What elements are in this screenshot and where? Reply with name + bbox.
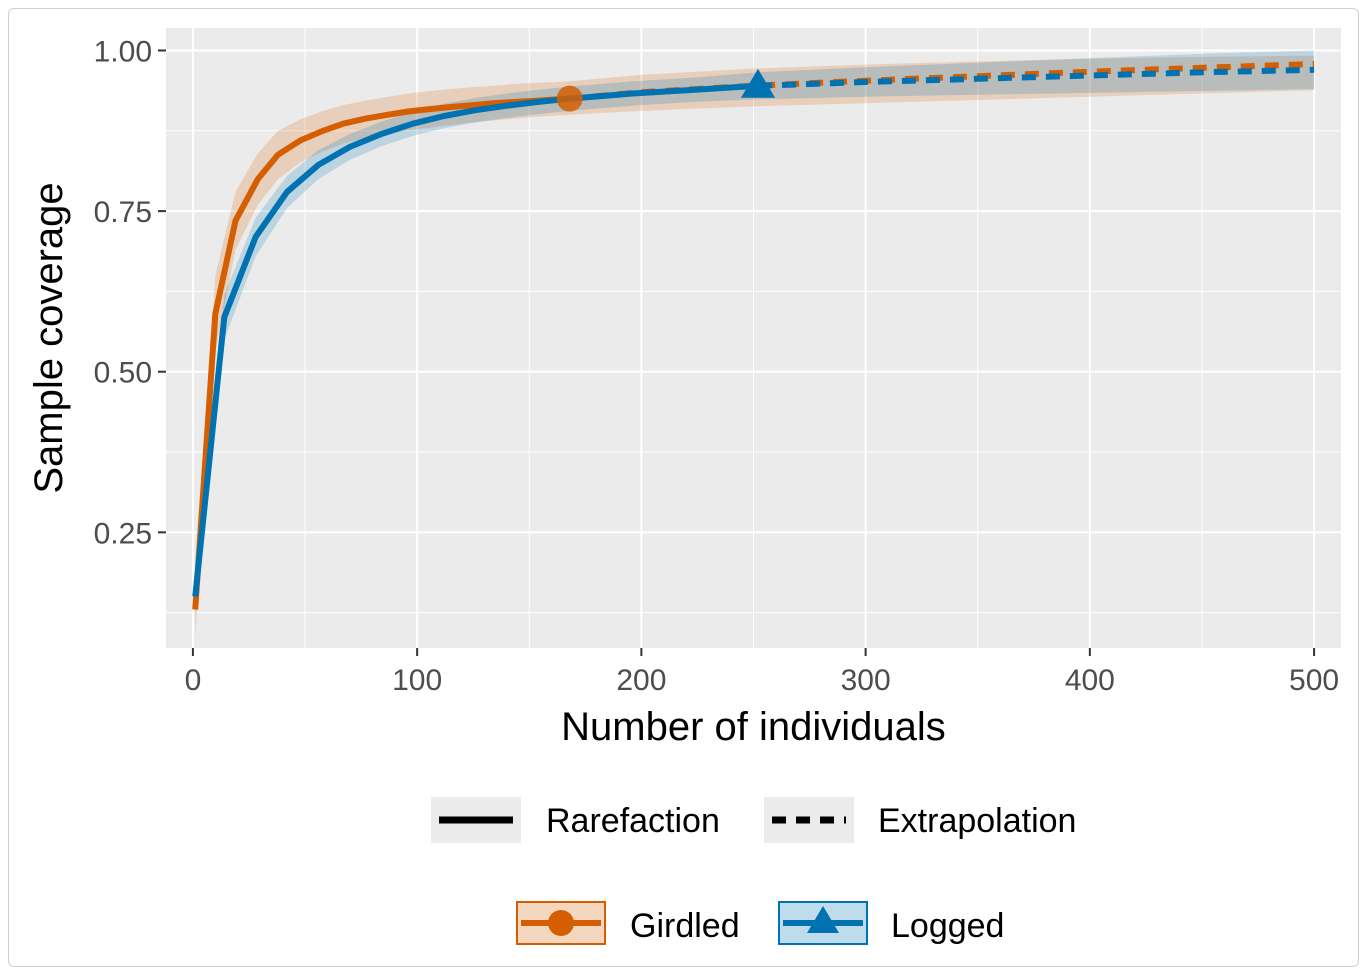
girdled-observed-point — [556, 85, 583, 112]
x-tick-label: 100 — [392, 664, 442, 697]
linetype-legend: Rarefaction Extrapolation — [431, 797, 1076, 843]
logged-rarefaction-line — [192, 82, 759, 597]
y-tick-label: 1.00 — [94, 35, 152, 68]
x-tick-label: 400 — [1065, 664, 1115, 697]
legend-label-logged: Logged — [891, 907, 1004, 945]
series-legend: Girdled Logged — [516, 901, 1004, 945]
logged-extrapolation-line — [757, 66, 1315, 89]
y-tick-label: 0.25 — [94, 517, 152, 550]
x-tick-label: 0 — [185, 664, 202, 697]
x-tick-label: 300 — [841, 664, 891, 697]
axes: 0 100 200 300 400 500 0.25 0.50 0.75 1.00 — [94, 35, 1340, 697]
series-lines — [192, 61, 1315, 610]
logged-observed-point — [740, 68, 775, 98]
y-tick-label: 0.50 — [94, 357, 152, 390]
legend-label-rarefaction: Rarefaction — [546, 802, 720, 840]
major-gridlines — [166, 28, 1341, 648]
x-axis-title: Number of individuals — [561, 705, 946, 749]
y-tick-label: 0.75 — [94, 196, 152, 229]
x-tick-label: 500 — [1289, 664, 1339, 697]
y-axis-title: Sample coverage — [27, 182, 71, 493]
legend-key-girdled-circle — [548, 910, 574, 936]
x-tick-label: 200 — [616, 664, 666, 697]
chart-frame — [8, 8, 1359, 967]
legend-label-extrapolation: Extrapolation — [878, 802, 1076, 840]
observed-markers — [556, 68, 775, 112]
legend-key-logged-triangle — [807, 906, 839, 933]
minor-gridlines — [166, 28, 1341, 648]
legend-label-girdled: Girdled — [630, 907, 740, 945]
